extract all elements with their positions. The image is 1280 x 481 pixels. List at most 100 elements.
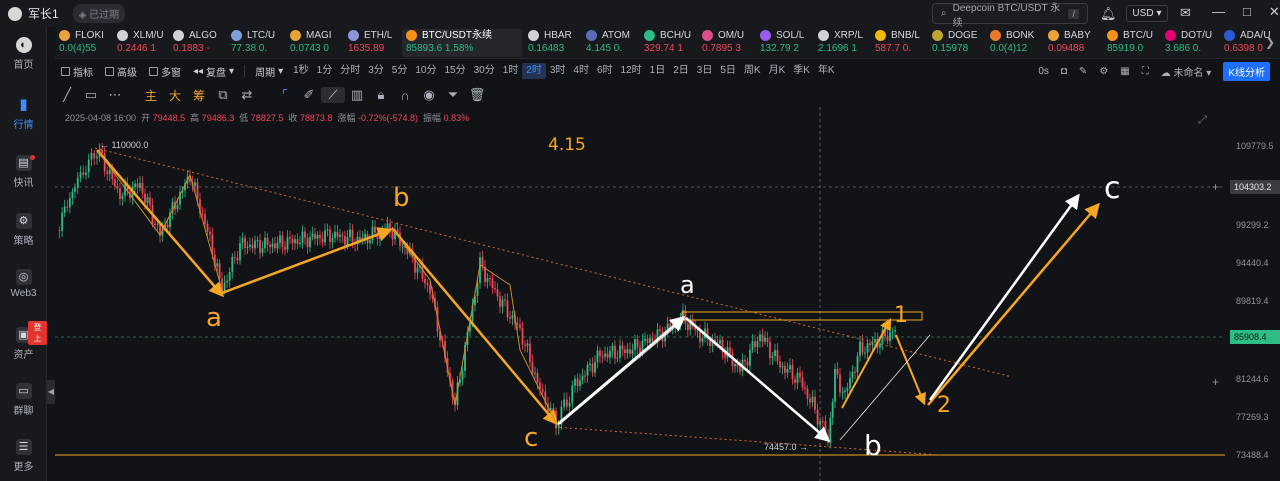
ticker-ltcu[interactable]: LTC/U 77.38 0.: [227, 29, 284, 57]
wave-arrow[interactable]: [841, 317, 892, 409]
more-tools-icon[interactable]: ⋯: [108, 87, 122, 102]
big-order-button[interactable]: 大: [168, 88, 181, 103]
ticker-xrpl[interactable]: XRP/L 2.1696 1: [814, 29, 869, 57]
user-avatar[interactable]: [8, 6, 22, 21]
crosshair-plus-icon[interactable]: +: [1212, 180, 1219, 194]
magnet-icon[interactable]: ∩: [400, 87, 410, 103]
zigzag-line[interactable]: [96, 149, 223, 291]
ticker-dotu[interactable]: DOT/U 3.686 0.: [1161, 29, 1218, 57]
wave-arrow[interactable]: [557, 316, 686, 425]
bell-icon[interactable]: 🔔︎: [1100, 6, 1117, 21]
wave-thin-line[interactable]: [839, 334, 931, 441]
indicators-button[interactable]: 指标: [55, 62, 99, 80]
timeframe-option[interactable]: 2时: [522, 63, 546, 79]
close-button[interactable]: ✕: [1268, 4, 1280, 19]
chip-distribution-button[interactable]: 筹: [192, 88, 205, 103]
user-info[interactable]: 军长1 ◈ 已过期: [0, 4, 126, 23]
ticker-bnbl[interactable]: BNB/L 587.7 0.: [871, 29, 926, 57]
main-indicator-button[interactable]: 主: [144, 88, 157, 103]
sidebar-item-home[interactable]: ◐ 首页: [0, 37, 47, 71]
eye-icon[interactable]: ◉: [423, 87, 435, 102]
mail-icon[interactable]: ✉: [1180, 5, 1191, 20]
add-alert-icon[interactable]: +: [1212, 375, 1219, 389]
kline-analysis-button[interactable]: K线分析: [1223, 61, 1270, 81]
ticker-soll[interactable]: SOL/L 132.79 2: [756, 29, 812, 57]
ticker-xlmu[interactable]: XLM/U 0.2446 1: [113, 29, 167, 57]
timeframe-option[interactable]: 1秒: [293, 65, 309, 76]
ticker-atom[interactable]: ATOM 4.145 0.: [582, 29, 638, 57]
sidebar-item-assets[interactable]: ▣ 登上 资产: [0, 321, 47, 361]
wave-arrow[interactable]: [221, 227, 393, 295]
ticker-bchu[interactable]: BCH/U 329.74 1: [640, 29, 696, 57]
timeframe-option[interactable]: 5分: [391, 65, 408, 76]
timeframe-option[interactable]: 月K: [768, 65, 786, 76]
wave-arrow[interactable]: [391, 227, 558, 426]
timeframe-option[interactable]: 3日: [696, 65, 713, 76]
timeframe-option[interactable]: 5日: [720, 65, 736, 76]
wave-arrow[interactable]: [96, 149, 224, 298]
minimize-button[interactable]: —: [1212, 4, 1225, 19]
timeframe-option[interactable]: 年K: [817, 65, 835, 76]
timeframe-option[interactable]: 1分: [316, 65, 333, 76]
ticker-magi[interactable]: MAGI 0.0743 0: [286, 29, 342, 57]
sidebar-item-more[interactable]: ☰ 更多: [0, 439, 47, 473]
ticker-algo[interactable]: ALGO 0.1883 -: [169, 29, 225, 57]
timeframe-option[interactable]: 2日: [673, 65, 689, 76]
wave-arrow[interactable]: [927, 202, 1100, 406]
wave-arrow[interactable]: [928, 193, 1080, 401]
ticker-btcusdt[interactable]: BTC/USDT永续 85893.6 1.58%: [402, 29, 522, 57]
trash-icon[interactable]: 🗑︎: [468, 87, 486, 102]
layout-select[interactable]: ☁ 未命名 ▾: [1160, 67, 1212, 79]
settings-icon[interactable]: ⚙: [1099, 65, 1109, 77]
wave-arrow[interactable]: [895, 334, 926, 406]
sidebar-collapse-handle[interactable]: ◀: [47, 380, 55, 404]
sidebar-item-strategy[interactable]: ⚙ 策略: [0, 213, 47, 247]
expand-icon[interactable]: ⤢: [1198, 114, 1207, 126]
timeframe-option[interactable]: 3时: [549, 65, 566, 76]
ticker-baby[interactable]: BABY 0.09488: [1044, 29, 1101, 57]
timeframe-option[interactable]: 3分: [368, 65, 384, 76]
timeframe-option[interactable]: 30分: [473, 65, 495, 76]
pencil-icon[interactable]: ✎: [1078, 65, 1088, 77]
timeframe-option[interactable]: 1时: [502, 65, 519, 76]
wave-thin-line[interactable]: [559, 317, 687, 425]
camera-icon[interactable]: ◘: [1060, 65, 1067, 77]
currency-select[interactable]: USD ▾: [1126, 5, 1168, 22]
timeframe-option[interactable]: 分时: [340, 65, 361, 76]
grid-icon[interactable]: ▦: [1120, 65, 1130, 77]
channel-lower-line[interactable]: [554, 426, 941, 456]
advanced-button[interactable]: 高级: [99, 62, 143, 80]
timeframe-option[interactable]: 10分: [415, 65, 437, 76]
fullscreen-icon[interactable]: ⛶: [1141, 65, 1149, 77]
ticker-hbar[interactable]: HBAR 0.16483: [524, 29, 580, 57]
filter-icon[interactable]: ⏷: [447, 87, 459, 102]
compare-icon[interactable]: ⧉: [218, 87, 228, 102]
price-chart[interactable]: 4.15 b a c 2 1 a b c ← 110000.0 74457.0 …: [55, 107, 1280, 481]
replay-button[interactable]: ◂◂ 复盘 ▾: [187, 62, 240, 80]
ticker-adau[interactable]: ADA/U 0.6398 0: [1220, 29, 1275, 57]
timeframe-option[interactable]: 12时: [620, 65, 642, 76]
select-cursor-icon[interactable]: ⌜: [281, 87, 289, 102]
timeframe-option[interactable]: 4时: [573, 65, 589, 76]
search-box[interactable]: ⌕ Deepcoin BTC/USDT 永续 /: [932, 3, 1088, 29]
chevron-right-icon[interactable]: ❯: [1265, 35, 1276, 49]
sidebar-item-market[interactable]: ▮ 行情: [0, 97, 47, 132]
sidebar-item-web3[interactable]: ◎ Web3: [0, 269, 47, 299]
sync-icon[interactable]: ⇄: [241, 87, 253, 102]
brush-icon[interactable]: ✐: [303, 87, 315, 102]
rectangle-tool-icon[interactable]: ▭: [84, 87, 98, 102]
line-tool-icon[interactable]: ╱: [63, 87, 71, 102]
maximize-button[interactable]: □: [1243, 4, 1251, 19]
ticker-ethl[interactable]: ETH/L 1635.89: [344, 29, 400, 57]
ticker-btcu[interactable]: BTC/U 85919.0: [1103, 29, 1159, 57]
wave-arrow[interactable]: [685, 317, 831, 442]
multi-window-button[interactable]: 多窗: [143, 62, 187, 80]
timeframe-option[interactable]: 周K: [743, 65, 761, 76]
ticker-doge[interactable]: DOGE 0.15978: [928, 29, 984, 57]
candle-tool-icon[interactable]: ▥: [350, 87, 364, 102]
lock-icon[interactable]: 🔒︎: [377, 87, 385, 102]
zigzag-line[interactable]: [391, 227, 557, 424]
sidebar-item-news[interactable]: ▤ 快讯: [0, 155, 47, 189]
ticker-omu[interactable]: OM/U 0.7895 3: [698, 29, 754, 57]
ticker-floki[interactable]: FLOKI 0.0(4)55: [55, 29, 111, 57]
